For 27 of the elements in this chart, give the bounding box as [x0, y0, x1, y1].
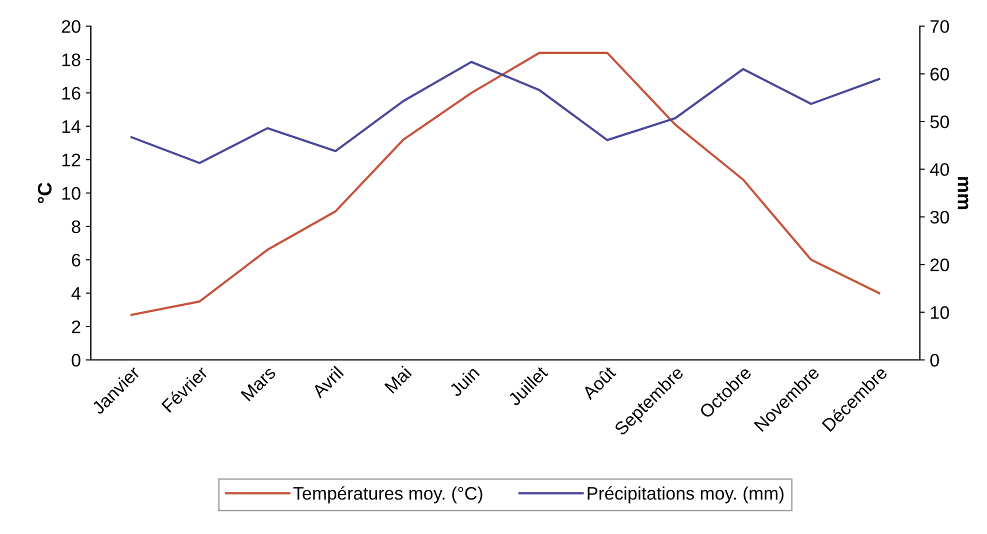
x-tick-label: Juin [448, 366, 480, 398]
line-series [130, 60, 880, 164]
y2-tick-label: 0 [930, 354, 939, 367]
y-tick-label: 20 [62, 20, 80, 33]
y2-tick-label: 50 [930, 115, 949, 128]
y-tick-label: 0 [72, 354, 80, 367]
y-tick-label: 12 [62, 154, 80, 166]
y-tick-label: 2 [72, 320, 80, 334]
y-tick-label: 4 [71, 287, 81, 300]
y-tick-label: 8 [72, 220, 80, 234]
y-tick-label: 16 [62, 86, 80, 100]
legend-label: Précipitations moy. (mm) [588, 486, 784, 504]
y2-tick-label: 60 [930, 68, 949, 81]
y-tick-label: 6 [72, 254, 80, 267]
y-tick-label: 10 [62, 186, 80, 200]
y-tick-label: 18 [62, 53, 80, 66]
y-axis-title: °C [38, 182, 52, 204]
y2-tick-label: 20 [930, 258, 949, 272]
y2-tick-label: 70 [930, 20, 949, 33]
line-series [130, 52, 880, 316]
legend-label: Températures moy. (°C) [293, 486, 482, 504]
y-tick-label: 14 [62, 120, 81, 133]
x-tick-label: Mai [384, 366, 412, 394]
y2-tick-label: 10 [930, 306, 949, 319]
y2-axis-title: mm [958, 177, 968, 210]
y2-tick-label: 40 [930, 163, 949, 176]
y2-tick-label: 30 [930, 210, 949, 224]
